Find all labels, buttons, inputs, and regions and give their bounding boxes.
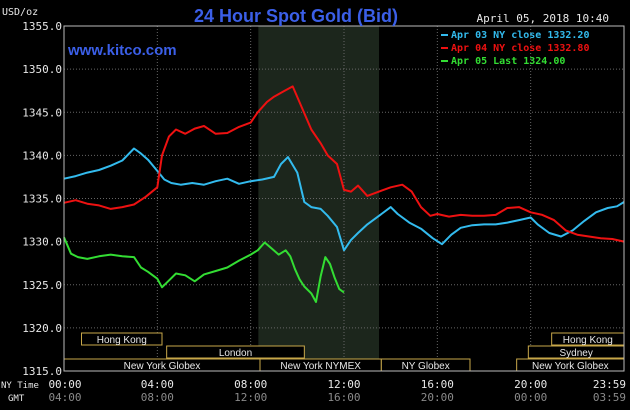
nymex-session-band — [258, 26, 379, 371]
plot-frame — [63, 25, 625, 372]
y-tick-label: 1315.0 — [22, 365, 62, 378]
x-tick-label-ny: 04:00 — [141, 378, 174, 391]
session-label: NY Globex — [402, 361, 450, 372]
session-label: New York NYMEX — [280, 361, 361, 372]
x-tick-label-gmt: 12:00 — [234, 391, 267, 404]
y-axis-label: USD/oz — [2, 7, 38, 18]
ny-time-row-label: NY Time — [1, 381, 39, 391]
x-tick-label-ny: 20:00 — [514, 378, 547, 391]
y-tick-label: 1320.0 — [22, 322, 62, 335]
y-tick-label: 1340.0 — [22, 149, 62, 162]
x-tick-label-ny: 00:00 — [48, 378, 81, 391]
gmt-row-label: GMT — [8, 394, 25, 404]
site-url: www.kitco.com — [67, 42, 177, 59]
y-tick-label: 1345.0 — [22, 106, 62, 119]
x-tick-label-ny: 23:59 — [593, 378, 626, 391]
y-tick-label: 1355.0 — [22, 20, 62, 33]
x-tick-label-ny: 12:00 — [327, 378, 360, 391]
legend-label: Apr 05 Last 1324.00 — [451, 56, 565, 67]
session-label: Hong Kong — [97, 335, 147, 346]
y-tick-label: 1335.0 — [22, 193, 62, 206]
session-box — [166, 345, 305, 359]
chart-title: 24 Hour Spot Gold (Bid) — [194, 6, 398, 26]
x-tick-label-ny: 08:00 — [234, 378, 267, 391]
series-line-2 — [63, 85, 625, 243]
x-tick-label-gmt: 03:59 — [593, 391, 626, 404]
session-label: New York Globex — [124, 361, 201, 372]
chart-date: April 05, 2018 10:40 — [477, 12, 609, 25]
x-tick-label-ny: 16:00 — [421, 378, 454, 391]
legend-label: Apr 03 NY close 1332.20 — [451, 30, 589, 41]
y-tick-label: 1330.0 — [22, 236, 62, 249]
x-tick-label-gmt: 20:00 — [421, 391, 454, 404]
session-label: Hong Kong — [563, 335, 613, 346]
x-tick-label-gmt: 16:00 — [327, 391, 360, 404]
legend-label: Apr 04 NY close 1332.80 — [451, 43, 589, 54]
y-tick-label: 1325.0 — [22, 279, 62, 292]
x-tick-label-gmt: 00:00 — [514, 391, 547, 404]
x-tick-label-gmt: 04:00 — [48, 391, 81, 404]
series-line-3 — [63, 236, 345, 303]
session-box — [81, 332, 163, 346]
chart-legend: Apr 03 NY close 1332.20 Apr 04 NY close 1… — [441, 30, 589, 67]
session-label: New York Globex — [532, 361, 609, 372]
session-label: London — [219, 348, 252, 359]
x-tick-label-gmt: 08:00 — [141, 391, 174, 404]
y-tick-label: 1350.0 — [22, 63, 62, 76]
session-label: Sydney — [559, 348, 592, 359]
